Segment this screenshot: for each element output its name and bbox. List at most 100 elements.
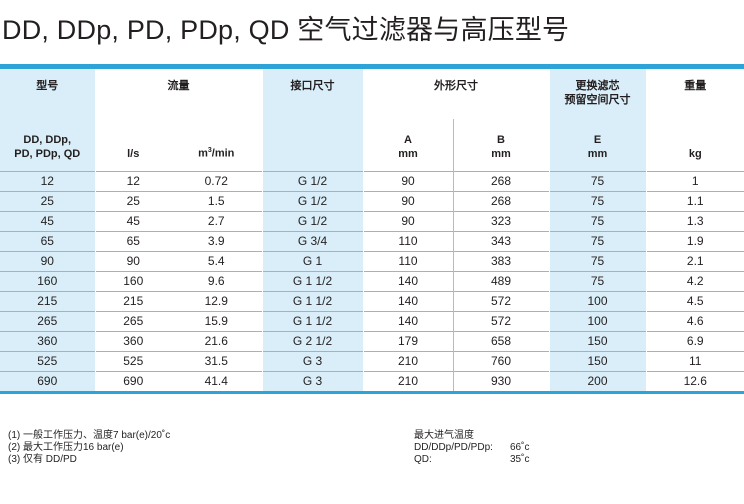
table-row: 360 360 21.6 G 2 1/2 179 658 150 6.9 xyxy=(0,330,744,351)
cell-flow-m3min: 41.4 xyxy=(171,370,263,394)
cell-dim-a: 179 xyxy=(363,330,454,351)
cell-model: 160 xyxy=(0,270,96,291)
cell-flow-ls: 12 xyxy=(95,170,171,191)
cell-dim-a: 210 xyxy=(363,370,454,394)
cell-model: 90 xyxy=(0,250,96,271)
cell-connection: G 3 xyxy=(262,350,364,371)
cell-model: 265 xyxy=(0,310,96,331)
cell-dim-e: 75 xyxy=(549,170,647,191)
cell-dim-b: 268 xyxy=(453,170,550,191)
temp-row: QD: 35˚c xyxy=(414,454,550,466)
cell-dim-a: 90 xyxy=(363,210,454,231)
subheader-dim-a-label: A xyxy=(404,133,412,146)
cell-dim-e: 200 xyxy=(549,370,647,394)
header-flow: 流量 xyxy=(95,69,263,119)
table-body: 12 12 0.72 G 1/2 90 268 75 1 25 25 1.5 G 1/2 90 268 75… xyxy=(0,170,744,394)
subheader-dim-a: A mm xyxy=(363,119,454,171)
cell-connection: G 2 1/2 xyxy=(262,330,364,351)
cell-dim-a: 140 xyxy=(363,270,454,291)
cell-flow-ls: 360 xyxy=(95,330,171,351)
cell-flow-ls: 160 xyxy=(95,270,171,291)
cell-dim-e: 75 xyxy=(549,230,647,251)
cell-flow-ls: 90 xyxy=(95,250,171,271)
footnote-1: (1) 一般工作压力、温度7 bar(e)/20˚c xyxy=(8,430,171,441)
cell-flow-m3min: 0.72 xyxy=(171,170,263,191)
cell-connection: G 1/2 xyxy=(262,210,364,231)
cell-weight: 6.9 xyxy=(646,330,744,351)
cell-flow-ls: 525 xyxy=(95,350,171,371)
subheader-model: DD, DDp, PD, PDp, QD xyxy=(0,119,96,171)
cell-dim-a: 110 xyxy=(363,230,454,251)
cell-model: 25 xyxy=(0,190,96,211)
cell-dim-e: 150 xyxy=(549,330,647,351)
cell-flow-m3min: 21.6 xyxy=(171,330,263,351)
cell-dim-b: 323 xyxy=(453,210,550,231)
table-row: 690 690 41.4 G 3 210 930 200 12.6 xyxy=(0,370,744,394)
cell-connection: G 3 xyxy=(262,370,364,394)
cell-dim-a: 210 xyxy=(363,350,454,371)
temp-label: QD: xyxy=(414,454,432,465)
cell-flow-ls: 65 xyxy=(95,230,171,251)
header-dimensions: 外形尺寸 xyxy=(363,69,550,119)
cell-connection: G 1/2 xyxy=(262,170,364,191)
subheader-dim-e: E mm xyxy=(549,119,647,171)
cell-weight: 12.6 xyxy=(646,370,744,394)
subheader-dim-e-unit: mm xyxy=(587,147,608,160)
cell-dim-b: 572 xyxy=(453,310,550,331)
cell-dim-b: 930 xyxy=(453,370,550,394)
cell-model: 525 xyxy=(0,350,96,371)
cell-connection: G 1/2 xyxy=(262,190,364,211)
subheader-flow-m3-sup: 3 xyxy=(207,146,212,154)
cell-connection: G 1 1/2 xyxy=(262,270,364,291)
table-row: 265 265 15.9 G 1 1/2 140 572 100 4.6 xyxy=(0,310,744,331)
page-title: DD, DDp, PD, PDp, QD 空气过滤器与高压型号 xyxy=(2,15,570,45)
cell-flow-m3min: 12.9 xyxy=(171,290,263,311)
header-filter-replacement-line1: 更换滤芯 xyxy=(575,80,620,92)
cell-dim-e: 150 xyxy=(549,350,647,371)
temp-row: DD/DDp/PD/PDp: 66˚c xyxy=(414,442,550,454)
footnote-3: (3) 仅有 DD/PD xyxy=(8,454,77,465)
cell-weight: 1 xyxy=(646,170,744,191)
cell-weight: 1.1 xyxy=(646,190,744,211)
cell-model: 65 xyxy=(0,230,96,251)
cell-dim-e: 75 xyxy=(549,250,647,271)
cell-model: 45 xyxy=(0,210,96,231)
cell-connection: G 3/4 xyxy=(262,230,364,251)
cell-dim-a: 140 xyxy=(363,310,454,331)
header-filter-replacement-line2: 预留空间尺寸 xyxy=(564,94,631,106)
table-row: 65 65 3.9 G 3/4 110 343 75 1.9 xyxy=(0,230,744,251)
cell-flow-ls: 215 xyxy=(95,290,171,311)
header-connection: 接口尺寸 xyxy=(262,69,364,119)
table-row: 25 25 1.5 G 1/2 90 268 75 1.1 xyxy=(0,190,744,211)
table-row: 45 45 2.7 G 1/2 90 323 75 1.3 xyxy=(0,210,744,231)
subheader-flow-ls: l/s xyxy=(127,147,140,160)
cell-flow-m3min: 2.7 xyxy=(171,210,263,231)
table-row: 525 525 31.5 G 3 210 760 150 11 xyxy=(0,350,744,371)
cell-dim-a: 90 xyxy=(363,170,454,191)
subheader-weight-unit: kg xyxy=(688,147,702,160)
cell-dim-b: 658 xyxy=(453,330,550,351)
cell-dim-b: 760 xyxy=(453,350,550,371)
cell-model: 690 xyxy=(0,370,96,394)
cell-flow-ls: 265 xyxy=(95,310,171,331)
subheader-dim-b-label: B xyxy=(497,133,505,146)
header-weight: 重量 xyxy=(684,80,707,92)
cell-flow-m3min: 1.5 xyxy=(171,190,263,211)
footnotes: (1) 一般工作压力、温度7 bar(e)/20˚c (2) 最大工作压力16 … xyxy=(8,430,170,466)
cell-weight: 2.1 xyxy=(646,250,744,271)
cell-flow-ls: 25 xyxy=(95,190,171,211)
cell-connection: G 1 1/2 xyxy=(262,290,364,311)
cell-flow-m3min: 5.4 xyxy=(171,250,263,271)
cell-dim-e: 100 xyxy=(549,310,647,331)
max-inlet-temperature-title: 最大进气温度 xyxy=(414,430,474,441)
cell-weight: 4.5 xyxy=(646,290,744,311)
temp-value: 35˚c xyxy=(510,454,530,465)
cell-flow-m3min: 15.9 xyxy=(171,310,263,331)
subheader-connection xyxy=(262,119,364,171)
table-row: 12 12 0.72 G 1/2 90 268 75 1 xyxy=(0,170,744,191)
header-model: 型号 xyxy=(0,69,96,119)
subheader-flow-m3-rest: /min xyxy=(211,147,235,160)
subheader-dim-b: B mm xyxy=(453,119,550,171)
cell-weight: 1.3 xyxy=(646,210,744,231)
cell-dim-b: 343 xyxy=(453,230,550,251)
